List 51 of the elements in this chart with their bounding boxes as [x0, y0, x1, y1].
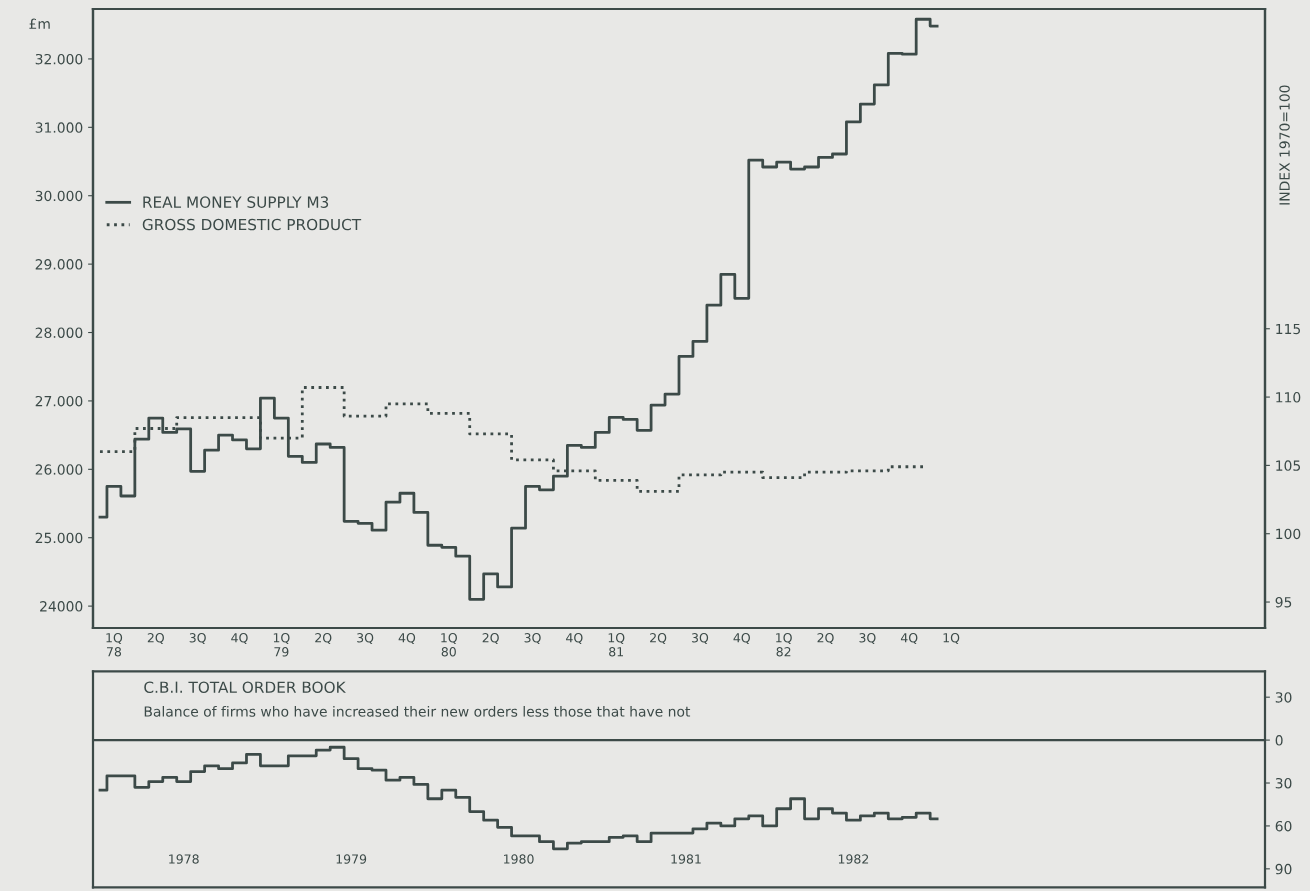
x-tick-label: 3Q: [859, 633, 876, 644]
x-tick-label: 3Q: [524, 633, 541, 644]
x-tick-label: 3Q: [691, 633, 709, 644]
y2-tick-label: 110: [1276, 392, 1301, 403]
x-tick-label: 1Q 78: [106, 633, 123, 657]
y-tick-label: 31.000: [35, 122, 83, 133]
x-tick-label: 1Q 79: [273, 633, 290, 657]
text: Balance of firms who have increased their new orders less those that have not: [144, 706, 691, 717]
x-tick-label: 2Q: [817, 633, 834, 644]
x-tick-label: 4Q: [566, 633, 583, 644]
x-tick-label: 1Q: [943, 633, 960, 644]
x-tick-label: 1978: [169, 854, 199, 864]
x-tick-label: 2Q: [147, 633, 164, 644]
y-tick-label: 26.000: [35, 464, 83, 475]
x-tick-label: 1Q 81: [608, 633, 625, 657]
y-tick-label: 30.000: [35, 190, 83, 202]
y2-axis-title: INDEX 1970=100: [1279, 85, 1290, 205]
y2-tick-label: 115: [1276, 323, 1301, 335]
y-tick-label: 28.000: [35, 327, 83, 338]
legend-label: REAL MONEY SUPPLY M3: [143, 196, 329, 208]
y2-tick-label: 95: [1275, 597, 1292, 608]
x-tick-label: 1982: [838, 854, 869, 864]
x-tick-label: 3Q: [189, 633, 206, 644]
x-tick-label: 4Q: [398, 633, 416, 644]
y-tick-label: 25.000: [35, 532, 83, 544]
y-tick-label: 27.000: [35, 395, 83, 407]
x-tick-label: 4Q: [900, 633, 918, 644]
x-tick-label: 2Q: [315, 633, 332, 644]
x-tick-label: 2Q: [650, 633, 667, 644]
y-tick-label: 32.000: [35, 53, 83, 65]
x-tick-label: 3Q: [357, 633, 374, 644]
x-tick-label: 4Q: [231, 633, 248, 644]
x-tick-label: 4Q: [733, 633, 750, 644]
text: C.B.I. TOTAL ORDER BOOK: [144, 681, 346, 693]
y-axis-title: £m: [29, 18, 50, 29]
y-tick-label: 60: [1275, 820, 1292, 832]
x-tick-label: 1979: [336, 854, 367, 864]
y-tick-label: 0: [1275, 735, 1283, 746]
x-tick-label: 1980: [504, 854, 534, 864]
x-tick-label: 1Q 82: [776, 633, 792, 657]
y2-tick-label: 100: [1276, 528, 1301, 540]
y-tick-label: 29.000: [35, 259, 83, 270]
x-tick-label: 1Q 80: [441, 633, 457, 657]
legend-label: GROSS DOMESTIC PRODUCT: [142, 218, 362, 231]
y-tick-label: 24000: [40, 601, 83, 612]
y-tick-label: 90: [1275, 863, 1292, 875]
y2-tick-label: 105: [1276, 460, 1301, 471]
x-tick-label: 2Q: [482, 633, 499, 644]
y-tick-label: 30: [1275, 692, 1292, 703]
y-tick-label: 30: [1275, 777, 1292, 789]
x-tick-label: 1981: [671, 854, 701, 864]
